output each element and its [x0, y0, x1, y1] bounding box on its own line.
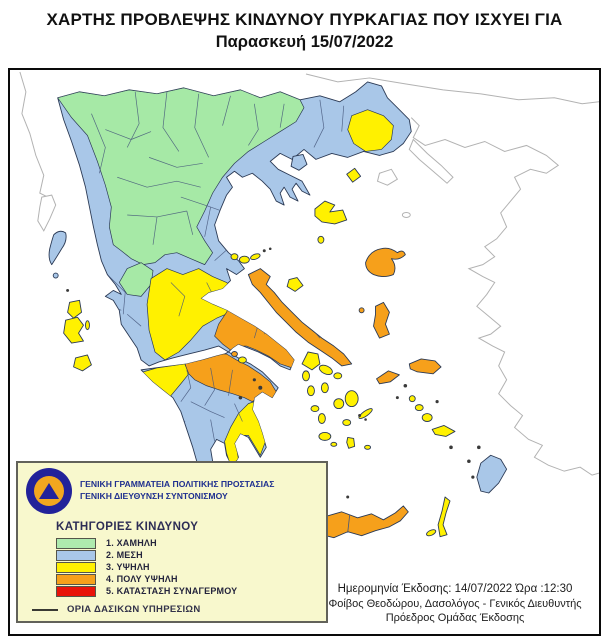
risk-swatch-low [56, 537, 96, 549]
issue-role: Πρόεδρος Ομάδας Έκδοσης [385, 612, 525, 624]
island-skyros [286, 277, 304, 292]
issue-info: Ημερομηνία Έκδοσης: 14/07/2022 Ώρα :12:3… [319, 583, 591, 624]
boundary-line-symbol [32, 608, 58, 611]
issue-date: Ημερομηνία Έκδοσης: 14/07/2022 Ώρα :12:3… [337, 583, 573, 595]
island-ithaki [85, 320, 90, 331]
gallipoli-peninsula [408, 138, 454, 184]
agency-line-1: ΓΕΝΙΚΗ ΓΡΑΜΜΑΤΕΙΑ ΠΟΛΙΤΙΚΗΣ ΠΡΟΣΤΑΣΙΑΣ [80, 479, 275, 490]
island-thasos [290, 153, 308, 171]
region-northwest-low-risk [57, 87, 305, 265]
risk-swatch-alert [56, 585, 96, 597]
island-aegina [238, 356, 247, 364]
island-paxi [52, 272, 59, 279]
logo-triangle-icon [39, 483, 59, 499]
risk-label-medium: 2. ΜΕΣΗ [106, 550, 143, 560]
island-patmos [408, 395, 416, 403]
island-evia [247, 268, 353, 367]
island-rhodes [476, 454, 508, 494]
neighbor-country-outlines [19, 71, 599, 476]
island-mykonos [333, 372, 343, 380]
turkey-black-sea-coast [305, 73, 599, 105]
forest-boundary-row: ΟΡΙΑ ΔΑΣΙΚΩΝ ΥΠΗΡΕΣΙΩΝ [32, 604, 318, 615]
island-kos [431, 425, 456, 437]
albania-coast-peninsula [37, 194, 57, 232]
island-serifos [310, 405, 320, 413]
legend-item-very-high: 4. ΠΟΛΥ ΥΨΗΛΗ [56, 573, 318, 585]
legend-item-alert: 5. ΚΑΤΑΣΤΑΣΗ ΣΥΝΑΓΕΡΜΟΥ [56, 585, 318, 597]
island-paros [333, 398, 345, 410]
island-kasos [426, 529, 437, 537]
island-ikaria [376, 370, 400, 385]
albania-coastline [19, 71, 48, 198]
agency-header: ΓΕΝΙΚΗ ΓΡΑΜΜΑΤΕΙΑ ΠΟΛΙΤΙΚΗΣ ΠΡΟΣΤΑΣΙΑΣ Γ… [26, 468, 318, 514]
imbros-island-outline [376, 168, 399, 186]
map-frame: ΓΕΝΙΚΗ ΓΡΑΜΜΑΤΕΙΑ ΠΟΛΙΤΙΚΗΣ ΠΡΟΣΤΑΣΙΑΣ Γ… [8, 68, 601, 636]
risk-label-low: 1. ΧΑΜΗΛΗ [106, 538, 157, 548]
island-milos [318, 431, 332, 441]
island-kythnos [307, 385, 315, 397]
island-samos [408, 358, 442, 375]
island-anafi [364, 444, 371, 450]
civil-protection-logo [26, 468, 72, 514]
legend-box: ΓΕΝΙΚΗ ΓΡΑΜΜΑΤΕΙΑ ΠΟΛΙΤΙΚΗΣ ΠΡΟΣΤΑΣΙΑΣ Γ… [16, 461, 328, 623]
risk-label-high: 3. ΥΨΗΛΗ [106, 562, 150, 572]
island-folegandros [330, 441, 338, 447]
island-skiathos [230, 253, 239, 261]
forest-boundary-label: ΟΡΙΑ ΔΑΣΙΚΩΝ ΥΠΗΡΕΣΙΩΝ [67, 604, 201, 615]
region-evrytania-low-risk [118, 262, 154, 297]
island-chios [373, 301, 390, 339]
issue-officer: Φοίβος Θεοδώρου, Δασολόγος - Γενικός Διε… [328, 598, 582, 610]
island-alonissos [250, 253, 261, 261]
island-salamina [231, 351, 238, 357]
island-lefkada [67, 299, 82, 319]
risk-label-very-high: 4. ΠΟΛΥ ΥΨΗΛΗ [106, 574, 178, 584]
island-psara [358, 307, 365, 314]
risk-swatch-very-high [56, 573, 96, 585]
island-corfu [48, 230, 67, 266]
risk-swatch-high [56, 561, 96, 573]
island-santorini [346, 436, 356, 449]
island-syros [320, 382, 329, 394]
island-skopelos [238, 255, 250, 264]
island-tinos [318, 364, 333, 375]
island-ios [342, 419, 352, 426]
page-title: ΧΑΡΤΗΣ ΠΡΟΒΛΕΨΗΣ ΚΙΝΔΥΝΟΥ ΠΥΡΚΑΓΙΑΣ ΠΟΥ … [0, 10, 609, 52]
risk-label-alert: 5. ΚΑΤΑΣΤΑΣΗ ΣΥΝΑΓΕΡΜΟΥ [106, 586, 238, 596]
island-limnos [314, 200, 348, 225]
agency-name: ΓΕΝΙΚΗ ΓΡΑΜΜΑΤΕΙΑ ΠΟΛΙΤΙΚΗΣ ΠΡΟΣΤΑΣΙΑΣ Γ… [80, 479, 274, 502]
risk-swatch-medium [56, 549, 96, 561]
agency-line-2: ΓΕΝΙΚΗ ΔΙΕΥΘΥΝΣΗ ΣΥΝΤΟΝΙΣΜΟΥ [80, 491, 228, 501]
island-kefalonia [63, 316, 84, 344]
island-naxos [344, 390, 359, 408]
island-amorgos [358, 408, 373, 419]
legend-item-high: 3. ΥΨΗΛΗ [56, 561, 318, 573]
island-zakynthos [73, 354, 92, 372]
island-agios-efstratios [317, 235, 325, 244]
legend-item-low: 1. ΧΑΜΗΛΗ [56, 537, 318, 549]
map-valid-date: Παρασκευή 15/07/2022 [215, 33, 394, 51]
legend-heading: ΚΑΤΗΓΟΡΙΕΣ ΚΙΝΔΥΝΟΥ [56, 521, 199, 533]
legend-rows: 1. ΧΑΜΗΛΗ 2. ΜΕΣΗ 3. ΥΨΗΛΗ 4. ΠΟΛΥ ΥΨΗΛΗ… [56, 537, 318, 597]
legend-item-medium: 2. ΜΕΣΗ [56, 549, 318, 561]
turkey-aegean-coast [410, 117, 599, 476]
bozcaada-island-outline [401, 211, 411, 218]
island-karpathos [437, 496, 451, 538]
map-title: ΧΑΡΤΗΣ ΠΡΟΒΛΕΨΗΣ ΚΙΝΔΥΝΟΥ ΠΥΡΚΑΓΙΑΣ ΠΟΥ … [46, 10, 563, 29]
island-kalymnos [421, 413, 433, 422]
island-andros [301, 351, 321, 371]
region-rhodopi-high-risk [347, 109, 394, 152]
island-sifnos [317, 413, 326, 424]
island-samothrace [346, 167, 362, 183]
island-leros [414, 404, 424, 412]
island-kea [302, 370, 310, 382]
island-lesvos [365, 247, 406, 277]
